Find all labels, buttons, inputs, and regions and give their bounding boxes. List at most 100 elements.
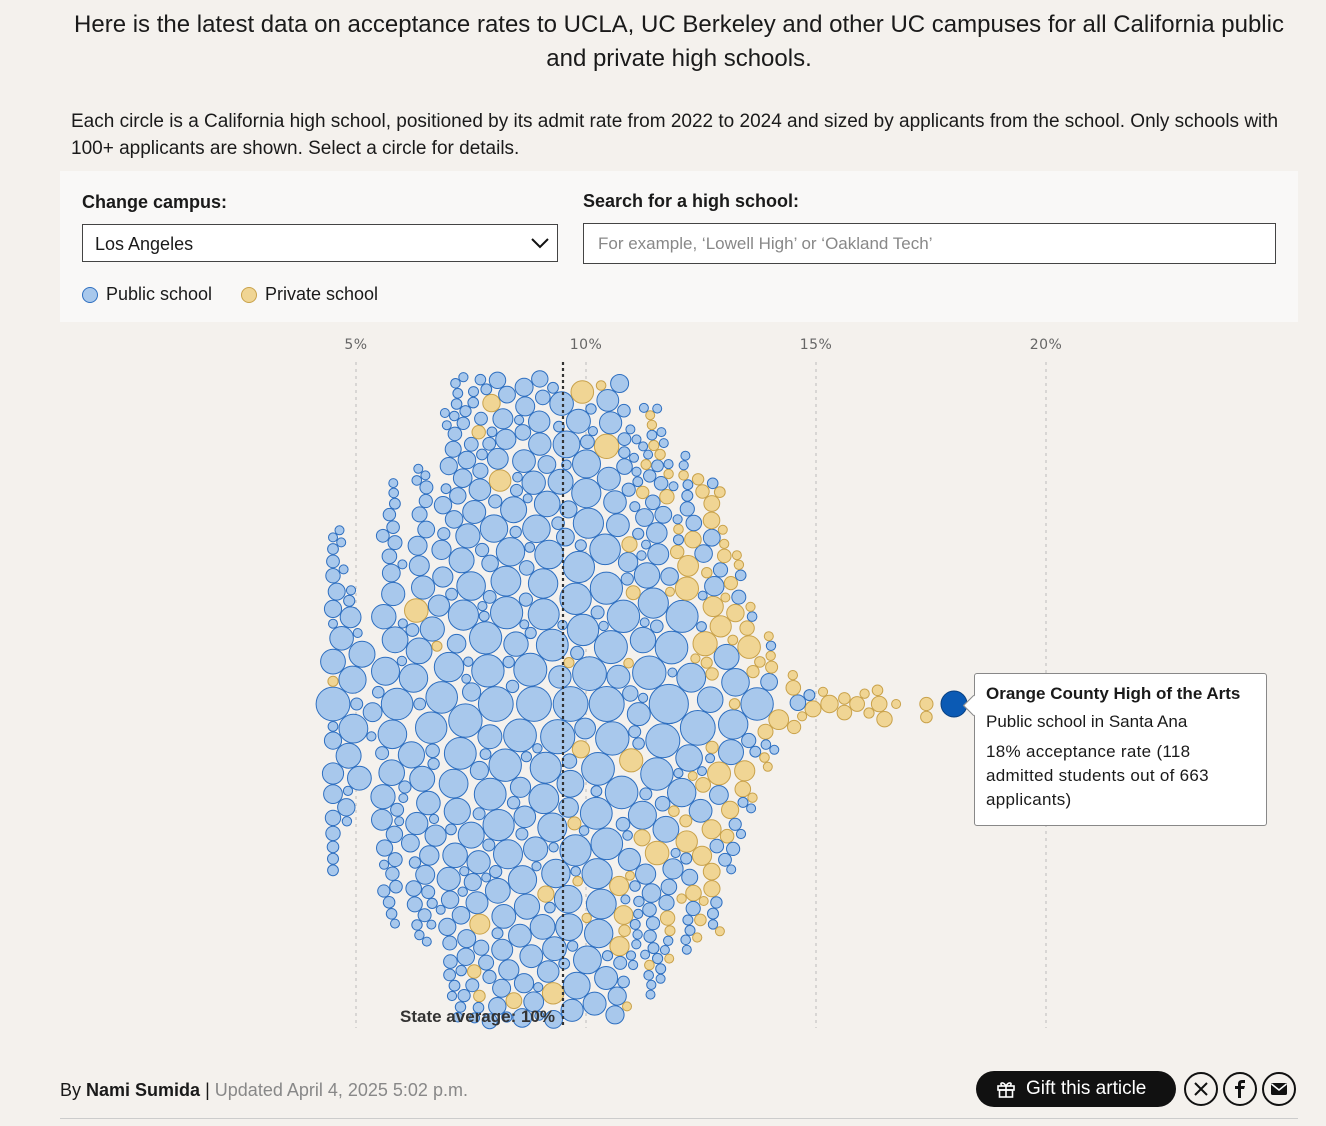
public-school-circle[interactable]: [547, 381, 559, 394]
private-school-circle[interactable]: [679, 814, 693, 828]
private-school-circle[interactable]: [664, 953, 675, 964]
public-school-circle[interactable]: [533, 982, 544, 993]
public-school-circle[interactable]: [515, 827, 529, 841]
public-school-circle[interactable]: [425, 743, 440, 759]
public-school-circle[interactable]: [371, 656, 400, 686]
private-school-circle[interactable]: [618, 924, 631, 938]
public-school-circle[interactable]: [518, 592, 534, 607]
public-school-circle[interactable]: [456, 571, 486, 601]
public-school-circle[interactable]: [478, 610, 490, 622]
private-school-circle[interactable]: [721, 800, 740, 819]
public-school-circle[interactable]: [451, 906, 471, 925]
private-school-circle[interactable]: [891, 699, 902, 709]
public-school-circle[interactable]: [581, 858, 613, 890]
public-school-circle[interactable]: [478, 954, 495, 971]
public-school-circle[interactable]: [474, 411, 488, 426]
public-school-circle[interactable]: [632, 737, 645, 750]
public-school-circle[interactable]: [558, 957, 571, 970]
private-school-circle[interactable]: [863, 707, 875, 719]
public-school-circle[interactable]: [411, 475, 423, 486]
private-school-circle[interactable]: [648, 439, 660, 452]
public-school-circle[interactable]: [457, 821, 485, 849]
public-school-circle[interactable]: [660, 567, 679, 586]
public-school-circle[interactable]: [502, 655, 515, 669]
public-school-circle[interactable]: [665, 599, 699, 633]
public-school-circle[interactable]: [442, 935, 458, 951]
public-school-circle[interactable]: [726, 864, 737, 875]
public-school-circle[interactable]: [519, 619, 530, 630]
public-school-circle[interactable]: [524, 542, 536, 553]
public-school-circle[interactable]: [618, 446, 631, 459]
public-school-circle[interactable]: [490, 596, 524, 630]
public-school-circle[interactable]: [443, 954, 458, 969]
private-school-circle[interactable]: [871, 684, 884, 697]
public-school-circle[interactable]: [737, 796, 749, 808]
public-school-circle[interactable]: [338, 564, 349, 575]
public-school-circle[interactable]: [640, 757, 674, 791]
public-school-circle[interactable]: [529, 914, 556, 940]
public-school-circle[interactable]: [515, 396, 536, 417]
public-school-circle[interactable]: [580, 434, 595, 450]
public-school-circle[interactable]: [343, 594, 356, 607]
public-school-circle[interactable]: [394, 816, 405, 827]
public-school-circle[interactable]: [679, 501, 695, 517]
public-school-circle[interactable]: [659, 945, 670, 955]
public-school-circle[interactable]: [566, 940, 579, 952]
public-school-circle[interactable]: [654, 630, 689, 665]
public-school-circle[interactable]: [559, 582, 592, 615]
public-school-circle[interactable]: [651, 459, 664, 473]
public-school-circle[interactable]: [398, 793, 409, 804]
public-school-circle[interactable]: [479, 514, 509, 543]
public-school-circle[interactable]: [581, 752, 615, 786]
public-school-circle[interactable]: [718, 739, 744, 766]
public-school-circle[interactable]: [596, 389, 620, 412]
private-school-circle[interactable]: [723, 576, 739, 591]
public-school-circle[interactable]: [503, 631, 529, 657]
public-school-circle[interactable]: [362, 702, 383, 723]
public-school-circle[interactable]: [656, 427, 667, 438]
gift-article-button[interactable]: Gift this article: [976, 1071, 1176, 1107]
public-school-circle[interactable]: [718, 852, 732, 867]
public-school-circle[interactable]: [469, 760, 489, 781]
public-school-circle[interactable]: [697, 766, 707, 777]
private-school-circle[interactable]: [621, 536, 638, 553]
private-school-circle[interactable]: [754, 656, 766, 668]
public-school-circle[interactable]: [694, 544, 713, 563]
private-school-circle[interactable]: [768, 709, 790, 731]
private-school-circle[interactable]: [705, 740, 719, 754]
public-school-circle[interactable]: [498, 959, 520, 981]
private-school-circle[interactable]: [675, 830, 698, 853]
public-school-circle[interactable]: [639, 617, 650, 628]
private-school-circle[interactable]: [563, 657, 575, 669]
public-school-circle[interactable]: [425, 681, 459, 714]
public-school-circle[interactable]: [632, 929, 643, 940]
private-school-circle[interactable]: [467, 964, 482, 979]
public-school-circle[interactable]: [590, 785, 603, 798]
private-school-circle[interactable]: [622, 1001, 632, 1012]
public-school-circle[interactable]: [646, 429, 658, 441]
public-school-circle[interactable]: [457, 929, 477, 949]
public-school-circle[interactable]: [408, 856, 422, 869]
author-link[interactable]: Nami Sumida: [86, 1080, 201, 1100]
private-school-circle[interactable]: [705, 667, 719, 681]
public-school-circle[interactable]: [482, 436, 497, 451]
private-school-circle[interactable]: [763, 631, 774, 642]
private-school-circle[interactable]: [836, 704, 853, 721]
public-school-circle[interactable]: [560, 998, 584, 1022]
public-school-circle[interactable]: [681, 944, 692, 955]
public-school-circle[interactable]: [629, 626, 657, 654]
private-school-circle[interactable]: [709, 615, 732, 638]
public-school-circle[interactable]: [696, 686, 724, 714]
public-school-circle[interactable]: [462, 682, 482, 702]
public-school-circle[interactable]: [652, 952, 664, 965]
public-school-circle[interactable]: [789, 694, 807, 712]
public-school-circle[interactable]: [480, 383, 493, 396]
share-x-button[interactable]: [1184, 1072, 1218, 1106]
public-school-circle[interactable]: [616, 458, 633, 475]
public-school-circle[interactable]: [663, 935, 674, 946]
private-school-circle[interactable]: [694, 913, 707, 927]
public-school-circle[interactable]: [510, 483, 523, 497]
public-school-circle[interactable]: [457, 450, 477, 470]
public-school-circle[interactable]: [561, 459, 572, 471]
campus-select[interactable]: Los Angeles: [82, 224, 558, 262]
